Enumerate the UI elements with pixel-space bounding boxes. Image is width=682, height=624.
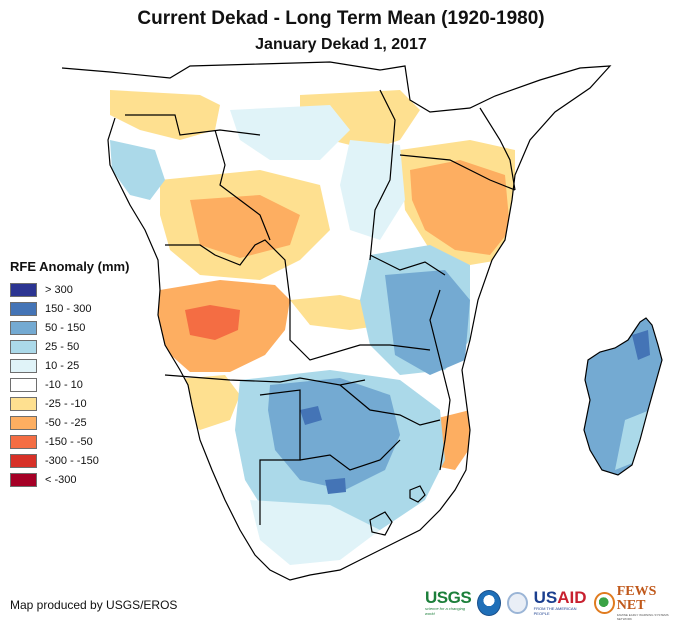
anomaly-wet-zimbabwe-moz <box>385 270 470 375</box>
legend-item: -150 - -50 <box>10 432 129 451</box>
logo-bar: USGS science for a changing world USAID … <box>425 585 682 622</box>
legend-label: -25 - -10 <box>45 397 87 410</box>
anomaly-wet-gabon <box>110 140 165 200</box>
noaa-logo-icon <box>477 590 502 616</box>
usgs-wordmark: USGS <box>425 588 472 607</box>
usgs-tagline: science for a changing world <box>425 606 466 616</box>
border-mozambique <box>429 289 451 471</box>
anomaly-light-wet-madagascar <box>615 410 650 470</box>
legend-swatch <box>10 301 37 316</box>
legend-swatch <box>10 377 37 392</box>
legend-item: < -300 <box>10 470 129 489</box>
legend-item: > 300 <box>10 280 129 299</box>
usaid-wordmark: USAID <box>533 588 589 607</box>
globe-icon <box>594 592 615 614</box>
legend-swatch <box>10 358 37 373</box>
legend-item: -50 - -25 <box>10 413 129 432</box>
legend-swatch <box>10 320 37 335</box>
legend-label: -10 - 10 <box>45 378 83 391</box>
border-drc-angola <box>165 239 291 301</box>
legend-label: 25 - 50 <box>45 340 80 353</box>
usaid-us: US <box>533 588 558 607</box>
africa-coastline <box>61 61 612 581</box>
anomaly-moderate-dry-central <box>190 195 300 258</box>
legend-swatch <box>10 396 37 411</box>
usaid-seal-icon <box>507 592 528 614</box>
border-tanzania-zambia <box>369 254 446 276</box>
usaid-aid: AID <box>557 588 587 607</box>
border-kenya-tanzania <box>399 154 516 191</box>
legend-item: -10 - 10 <box>10 375 129 394</box>
border-swaziland <box>409 485 426 503</box>
fews-tagline: FAMINE EARLY WARNING SYSTEMS NETWORK <box>616 613 669 621</box>
country-borders <box>61 61 663 581</box>
legend-label: 150 - 300 <box>45 302 92 315</box>
legend-swatch <box>10 453 37 468</box>
anomaly-moderate-dry-kenya-tanzania <box>410 160 510 255</box>
anomaly-wet-congo <box>230 105 350 160</box>
usaid-logo: USAID FROM THE AMERICAN PEOPLE <box>533 588 589 616</box>
legend-item: 50 - 150 <box>10 318 129 337</box>
legend-label: > 300 <box>45 283 73 296</box>
legend-item: 25 - 50 <box>10 337 129 356</box>
legend-label: < -300 <box>45 473 77 486</box>
madagascar-coastline <box>583 317 663 476</box>
anomaly-map <box>61 61 663 581</box>
usgs-logo: USGS science for a changing world <box>425 588 472 616</box>
map-title: Current Dekad - Long Term Mean (1920-198… <box>137 8 545 29</box>
legend-swatch <box>10 415 37 430</box>
legend-label: 10 - 25 <box>45 359 80 372</box>
legend-item: 10 - 25 <box>10 356 129 375</box>
anomaly-very-wet-patch <box>300 406 322 425</box>
legend-swatch <box>10 434 37 449</box>
legend-swatch <box>10 472 37 487</box>
border-drc-east <box>369 89 396 261</box>
anomaly-severe-dry-angola <box>185 305 240 340</box>
legend-item: -300 - -150 <box>10 451 129 470</box>
usaid-tagline: FROM THE AMERICAN PEOPLE <box>533 606 577 616</box>
border-angola-zambia <box>289 300 431 361</box>
legend-label: -50 - -25 <box>45 416 87 429</box>
border-angola-namibia <box>164 374 366 386</box>
anomaly-very-wet-patch-2 <box>325 478 346 494</box>
legend-label: 50 - 150 <box>45 321 86 334</box>
anomaly-very-wet-madagascar <box>632 330 650 360</box>
border-lesotho <box>369 511 393 536</box>
border-zambia-zimbabwe <box>339 384 441 426</box>
legend-label: -300 - -150 <box>45 454 99 467</box>
fews-wordmark: FEWS NET <box>616 584 657 613</box>
legend-label: -150 - -50 <box>45 435 93 448</box>
anomaly-wet-drc-east <box>340 140 405 240</box>
border-congo-drc <box>214 129 271 241</box>
map-subtitle: January Dekad 1, 2017 <box>255 36 427 53</box>
legend-item: -25 - -10 <box>10 394 129 413</box>
legend-swatch <box>10 282 37 297</box>
border-horn <box>479 107 516 191</box>
anomaly-wet-botswana <box>268 378 400 490</box>
fews-net-logo: FEWS NET FAMINE EARLY WARNING SYSTEMS NE… <box>594 585 682 621</box>
legend-item: 150 - 300 <box>10 299 129 318</box>
border-cameroon-car <box>125 114 261 136</box>
legend-items: > 300 150 - 300 50 - 150 25 - 50 10 - 25 -10 … <box>10 280 129 489</box>
legend-swatch <box>10 339 37 354</box>
anomaly-light-wet-south <box>250 500 380 565</box>
border-botswana-sa <box>299 439 401 471</box>
legend: RFE Anomaly (mm) > 300 150 - 300 50 - 150 2… <box>10 259 129 489</box>
legend-title: RFE Anomaly (mm) <box>10 259 130 274</box>
map-credit: Map produced by USGS/EROS <box>10 598 178 612</box>
